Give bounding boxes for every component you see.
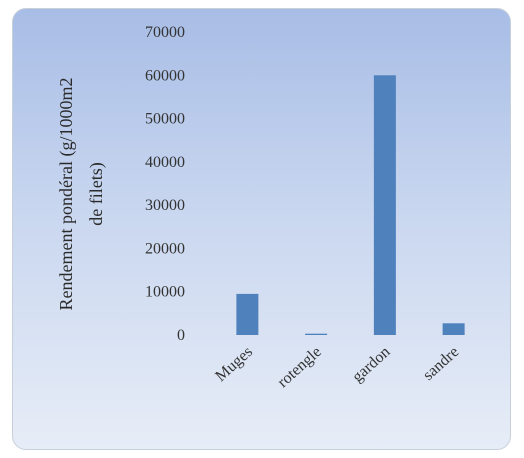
x-tick-label: Muges: [212, 343, 256, 385]
x-axis-ticks: Muges rotengle gardon sandre: [212, 343, 462, 391]
bar-sandre: [442, 323, 465, 335]
bars: [236, 75, 465, 336]
bar-chart: Rendement pondéral (g/1000m2 de filets) …: [56, 24, 465, 391]
y-axis-label-line-2: de filets): [86, 162, 107, 225]
y-tick-label: 10000: [145, 284, 185, 301]
y-tick-label: 20000: [145, 240, 185, 257]
y-tick-label: 50000: [145, 111, 185, 128]
bar-Muges: [236, 293, 259, 335]
y-tick-label: 0: [177, 327, 185, 344]
chart-card: Rendement pondéral (g/1000m2 de filets) …: [12, 8, 511, 450]
bar-gardon: [373, 75, 396, 336]
y-axis-label-line-1: Rendement pondéral (g/1000m2: [56, 78, 77, 311]
x-tick-label: rotengle: [274, 343, 324, 391]
y-axis-label: Rendement pondéral (g/1000m2 de filets): [56, 78, 107, 311]
bar-rotengle: [305, 333, 328, 335]
x-tick-label: gardon: [349, 343, 393, 385]
y-tick-label: 40000: [145, 154, 185, 171]
y-tick-label: 30000: [145, 197, 185, 214]
y-tick-label: 60000: [145, 67, 185, 84]
y-axis-ticks: 0 10000 20000 30000 40000 50000 60000 70000: [145, 24, 185, 344]
x-tick-label: sandre: [420, 343, 462, 384]
y-tick-label: 70000: [145, 24, 185, 41]
